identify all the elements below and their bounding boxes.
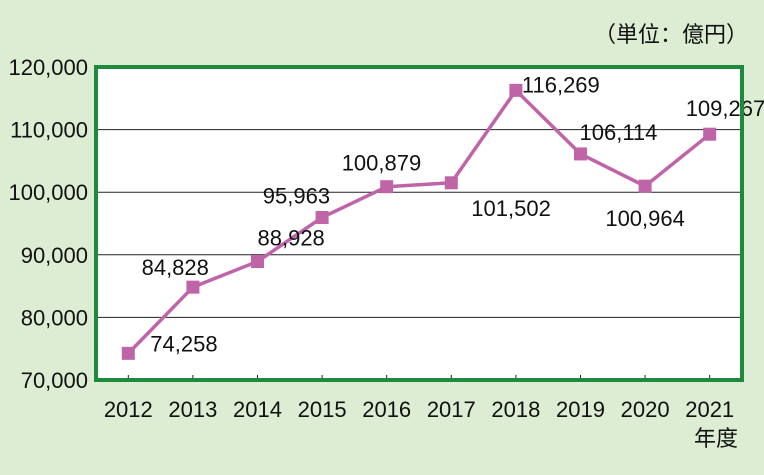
y-tick-label-100000: 100,000 xyxy=(8,180,88,205)
x-tick-label-2013: 2013 xyxy=(168,397,217,422)
y-axis-tick-labels: 70,000 80,000 90,000 100,000 110,000 120,000 xyxy=(8,55,88,393)
x-tick-label-2015: 2015 xyxy=(298,397,347,422)
data-marker-2014 xyxy=(251,255,264,269)
data-marker-2021 xyxy=(703,127,717,141)
data-label-2017: 101,502 xyxy=(471,196,551,221)
x-axis-tick-labels: 2012 2013 2014 2015 2016 2017 2018 2019 2020 2021 xyxy=(104,397,734,422)
series-line xyxy=(127,88,711,355)
unit-label: （単位：億円） xyxy=(594,22,748,47)
data-label-2012: 74,258 xyxy=(150,331,217,356)
grid-lines xyxy=(96,129,742,380)
data-label-2016: 100,879 xyxy=(342,151,422,176)
data-marker-2018 xyxy=(509,83,523,97)
data-marker-2020 xyxy=(638,179,652,193)
y-tick-label-120000: 120,000 xyxy=(8,55,88,80)
data-label-2013: 84,828 xyxy=(142,255,209,280)
y-tick-label-110000: 110,000 xyxy=(10,118,88,143)
data-marker-2012 xyxy=(121,346,135,360)
x-tick-label-2017: 2017 xyxy=(427,397,476,422)
data-marker-2013 xyxy=(186,280,200,294)
x-tick-label-2020: 2020 xyxy=(621,397,670,422)
data-label-2019: 106,114 xyxy=(580,120,658,145)
y-tick-label-70000: 70,000 xyxy=(21,368,88,393)
x-tick-label-2016: 2016 xyxy=(362,397,411,422)
data-label-2015: 95,963 xyxy=(263,183,330,208)
data-label-2014: 88,928 xyxy=(258,226,325,251)
data-marker-2015 xyxy=(315,210,329,224)
data-label-2018: 116,269 xyxy=(522,72,600,97)
y-tick-label-80000: 80,000 xyxy=(21,305,88,330)
x-tick-label-2018: 2018 xyxy=(491,397,540,422)
x-tick-label-2014: 2014 xyxy=(233,397,282,422)
data-markers xyxy=(121,83,717,360)
plot-frame xyxy=(94,65,744,382)
data-marker-2019 xyxy=(574,147,587,161)
data-marker-2017 xyxy=(444,176,458,190)
x-axis-label: 年度 xyxy=(694,426,738,451)
data-labels: 74,258 84,828 88,928 95,963 100,879 101,502 11… xyxy=(142,72,764,356)
data-marker-2016 xyxy=(380,180,394,194)
data-label-2020: 100,964 xyxy=(605,206,685,231)
x-tick-label-2012: 2012 xyxy=(104,397,153,422)
y-tick-label-90000: 90,000 xyxy=(21,243,88,268)
plot-area xyxy=(96,67,742,380)
data-label-2021: 109,267 xyxy=(686,96,764,121)
x-tick-label-2021: 2021 xyxy=(685,397,734,422)
x-tick-label-2019: 2019 xyxy=(556,397,605,422)
